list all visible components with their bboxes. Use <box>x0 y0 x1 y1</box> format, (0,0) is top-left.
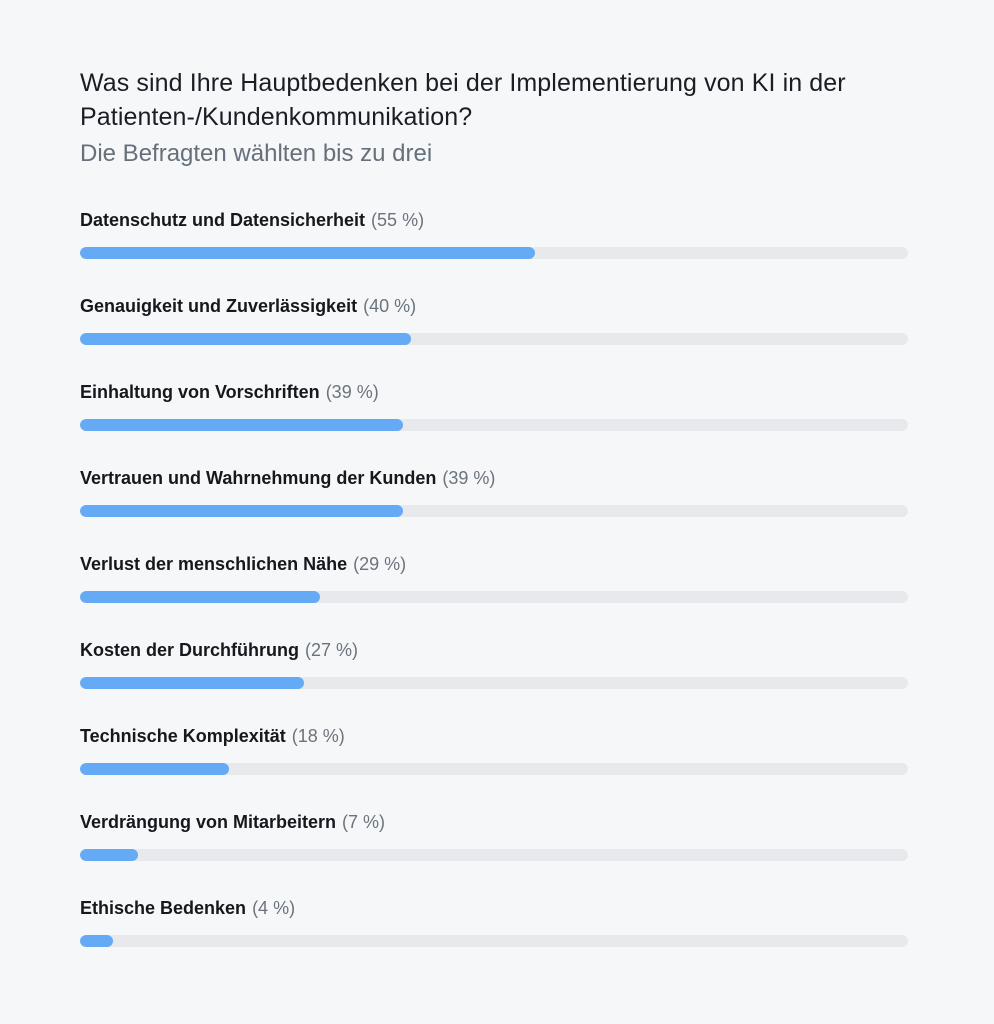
value-label: (39 %) <box>442 468 496 488</box>
bar-label: Verlust der menschlichen Nähe (29 %) <box>80 552 406 576</box>
bar-row: Einhaltung von Vorschriften (39 %) <box>80 380 908 466</box>
value-label: (55 %) <box>371 210 425 230</box>
value-label: (27 %) <box>305 640 359 660</box>
bar-track <box>80 677 908 689</box>
bar <box>80 247 536 259</box>
bar-row: Technische Komplexität (18 %) <box>80 724 908 810</box>
bar-row: Vertrauen und Wahrnehmung der Kunden (39 … <box>80 466 908 552</box>
bar-label: Technische Komplexität (18 %) <box>80 724 345 748</box>
bar-track <box>80 505 908 517</box>
bar <box>80 677 304 689</box>
bar-track <box>80 247 908 259</box>
value-label: (39 %) <box>325 382 379 402</box>
bar-label: Ethische Bedenken (4 %) <box>80 896 295 920</box>
bar <box>80 505 403 517</box>
bar <box>80 419 403 431</box>
category-label: Kosten der Durchführung <box>80 640 299 660</box>
chart-subtitle: Die Befragten wählten bis zu drei <box>80 140 433 167</box>
category-label: Genauigkeit und Zuverlässigkeit <box>80 296 358 316</box>
value-label: (7 %) <box>342 812 386 832</box>
bar <box>80 935 114 947</box>
bar-track <box>80 333 908 345</box>
bar-track <box>80 849 908 861</box>
bar <box>80 763 230 775</box>
bar-row: Kosten der Durchführung (27 %) <box>80 638 908 724</box>
category-label: Technische Komplexität <box>80 726 286 746</box>
bar-row: Verlust der menschlichen Nähe (29 %) <box>80 552 908 638</box>
bar-track <box>80 591 908 603</box>
chart-title: Was sind Ihre Hauptbedenken bei der Impl… <box>80 69 846 131</box>
bar <box>80 849 138 861</box>
chart: Was sind Ihre Hauptbedenken bei der Impl… <box>80 66 908 982</box>
bar <box>80 333 412 345</box>
category-label: Verlust der menschlichen Nähe <box>80 554 348 574</box>
bar-label: Verdrängung von Mitarbeitern (7 %) <box>80 810 385 834</box>
bar-label: Einhaltung von Vorschriften (39 %) <box>80 380 379 404</box>
category-label: Vertrauen und Wahrnehmung der Kunden <box>80 468 437 488</box>
bar-track <box>80 419 908 431</box>
bar-track <box>80 763 908 775</box>
bar-row: Datenschutz und Datensicherheit (55 %) <box>80 208 908 294</box>
bar-row: Verdrängung von Mitarbeitern (7 %) <box>80 810 908 896</box>
category-label: Einhaltung von Vorschriften <box>80 382 320 402</box>
bar-label: Vertrauen und Wahrnehmung der Kunden (39 … <box>80 466 495 490</box>
category-label: Verdrängung von Mitarbeitern <box>80 812 337 832</box>
bar-track <box>80 935 908 947</box>
bar-label: Genauigkeit und Zuverlässigkeit (40 %) <box>80 294 416 318</box>
bar-label: Datenschutz und Datensicherheit (55 %) <box>80 208 424 232</box>
value-label: (40 %) <box>363 296 417 316</box>
value-label: (29 %) <box>353 554 407 574</box>
value-label: (18 %) <box>291 726 345 746</box>
bar-row: Ethische Bedenken (4 %) <box>80 896 908 982</box>
category-label: Ethische Bedenken <box>80 898 247 918</box>
bar-rows: Datenschutz und Datensicherheit (55 %) Gen… <box>80 208 908 982</box>
bar-label: Kosten der Durchführung (27 %) <box>80 638 358 662</box>
category-label: Datenschutz und Datensicherheit <box>80 210 366 230</box>
value-label: (4 %) <box>252 898 296 918</box>
bar-row: Genauigkeit und Zuverlässigkeit (40 %) <box>80 294 908 380</box>
bar <box>80 591 321 603</box>
